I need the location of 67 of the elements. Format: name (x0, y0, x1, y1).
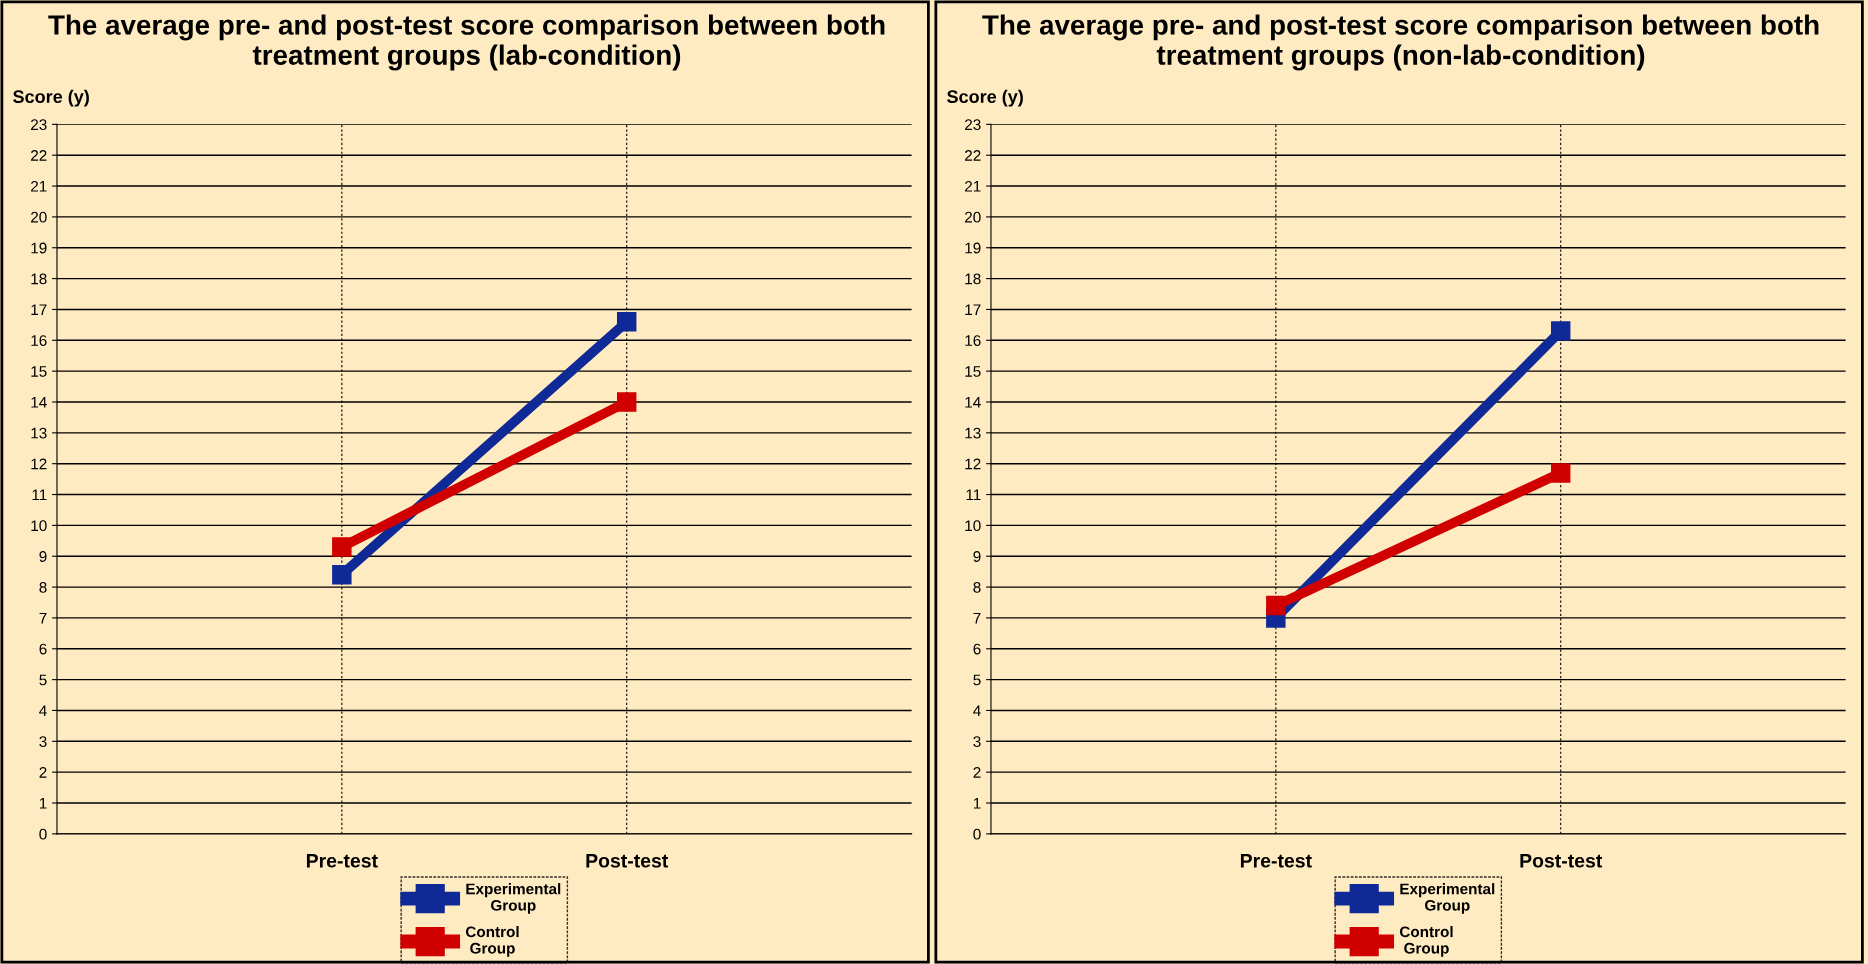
y-tick-label: 3 (973, 736, 981, 747)
y-tick-label: 18 (965, 273, 981, 285)
y-tick-label: 6 (39, 643, 47, 655)
y-tick-label: 10 (965, 520, 981, 532)
y-tick-label: 18 (31, 273, 47, 285)
y-tick-label: 5 (39, 674, 47, 686)
legend-label: Experimental Group (466, 883, 561, 914)
y-tick-label: 11 (32, 489, 47, 501)
y-tick-label: 0 (39, 828, 47, 840)
y-tick-label: 22 (31, 150, 47, 161)
legend-label: Control Group (465, 926, 519, 957)
y-tick-label: 2 (973, 767, 981, 778)
y-tick-label: 13 (31, 427, 47, 439)
y-tick-label: 8 (973, 581, 981, 593)
y-tick-label: 23 (31, 119, 47, 131)
legend-label: Control Group (1399, 926, 1453, 957)
y-tick-label: 22 (965, 150, 981, 161)
y-tick-label: 15 (31, 366, 47, 377)
y-tick-label: 9 (973, 551, 981, 562)
y-tick-label: 23 (965, 119, 981, 131)
y-tick-label: 14 (31, 397, 47, 408)
y-tick-label: 1 (973, 798, 981, 809)
point (332, 537, 352, 557)
y-tick-label: 1 (39, 798, 47, 809)
y-tick-label: 4 (973, 705, 981, 716)
y-tick-label: 3 (39, 736, 47, 747)
x-tick-label: Post-test (586, 854, 669, 868)
y-tick-label: 8 (39, 581, 47, 593)
x-tick-label: Post-test (1520, 854, 1603, 868)
point (1550, 463, 1571, 483)
y-tick-label: 0 (973, 828, 981, 840)
y-axis-title: Score (y) (13, 89, 89, 107)
point (1550, 321, 1571, 341)
y-tick-label: 19 (965, 242, 981, 254)
point (332, 565, 352, 585)
y-tick-label: 7 (39, 612, 47, 624)
y-tick-label: 2 (39, 767, 47, 778)
point (616, 312, 637, 332)
y-tick-label: 6 (973, 643, 981, 655)
x-tick-label: Pre-test (306, 854, 378, 868)
y-tick-label: 12 (31, 458, 47, 470)
y-tick-label: 21 (31, 180, 47, 192)
y-tick-label: 14 (965, 397, 981, 408)
y-tick-label: 16 (31, 335, 47, 346)
y-tick-label: 10 (31, 520, 47, 532)
y-tick-label: 21 (965, 180, 981, 192)
y-tick-label: 9 (39, 551, 47, 562)
y-tick-label: 17 (31, 304, 47, 315)
y-tick-label: 20 (965, 211, 981, 223)
y-tick-label: 13 (965, 427, 981, 439)
legend-label: Experimental Group (1400, 883, 1495, 914)
point (1266, 595, 1286, 616)
y-tick-label: 11 (966, 489, 981, 501)
y-tick-label: 16 (965, 335, 981, 346)
y-tick-label: 12 (965, 458, 981, 470)
y-tick-label: 17 (965, 304, 981, 315)
y-tick-label: 15 (965, 366, 981, 377)
y-tick-label: 19 (31, 242, 47, 254)
y-tick-label: 20 (31, 211, 47, 223)
point (616, 392, 637, 412)
y-tick-label: 4 (39, 705, 47, 716)
chart-title: The average pre- and post-test score comparison between both treatment groups (non-lab-condition) (982, 14, 1819, 71)
chart-title: The average pre- and post-test score comparison between both treatment groups (lab-condition) (48, 14, 885, 71)
x-tick-label: Pre-test (1240, 854, 1312, 868)
y-tick-label: 7 (973, 612, 981, 624)
y-axis-title: Score (y) (947, 89, 1023, 107)
y-tick-label: 5 (973, 674, 981, 686)
